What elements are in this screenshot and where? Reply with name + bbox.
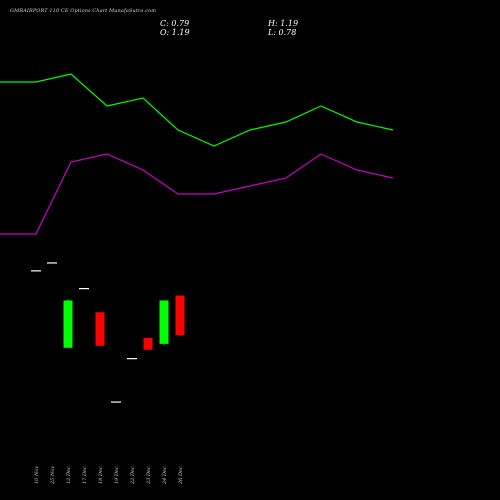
date-tick-label: 19 Dec: [114, 466, 120, 484]
candle-body: [95, 312, 105, 346]
open-value: O: 1.19: [160, 28, 190, 37]
date-tick-label: 23 Dec: [146, 466, 152, 485]
date-tick-label: 24 Dec: [162, 466, 168, 485]
candle-body: [159, 300, 169, 344]
high-value: H: 1.19: [268, 19, 299, 28]
date-tick-label: 25 Nov: [50, 466, 56, 485]
date-tick-label: 17 Dec: [82, 466, 88, 484]
candle-body: [143, 337, 153, 350]
low-value: L: 0.78: [268, 28, 297, 37]
date-tick-label: 18 Dec: [98, 466, 104, 484]
line-series-1: [0, 73, 394, 147]
close-value: C: 0.79: [160, 19, 190, 28]
date-tick-label: 10 Nov: [34, 466, 40, 484]
line-series-2: [0, 153, 394, 235]
chart-title: GMRAIRPORT 110 CE Options Chart MunafaSu…: [10, 8, 157, 14]
date-tick-label: 26 Dec: [178, 466, 184, 485]
date-tick-label: 12 Dec: [66, 466, 72, 484]
candle-body: [63, 300, 73, 348]
candle-body: [175, 295, 185, 335]
date-tick-label: 22 Dec: [130, 466, 136, 485]
